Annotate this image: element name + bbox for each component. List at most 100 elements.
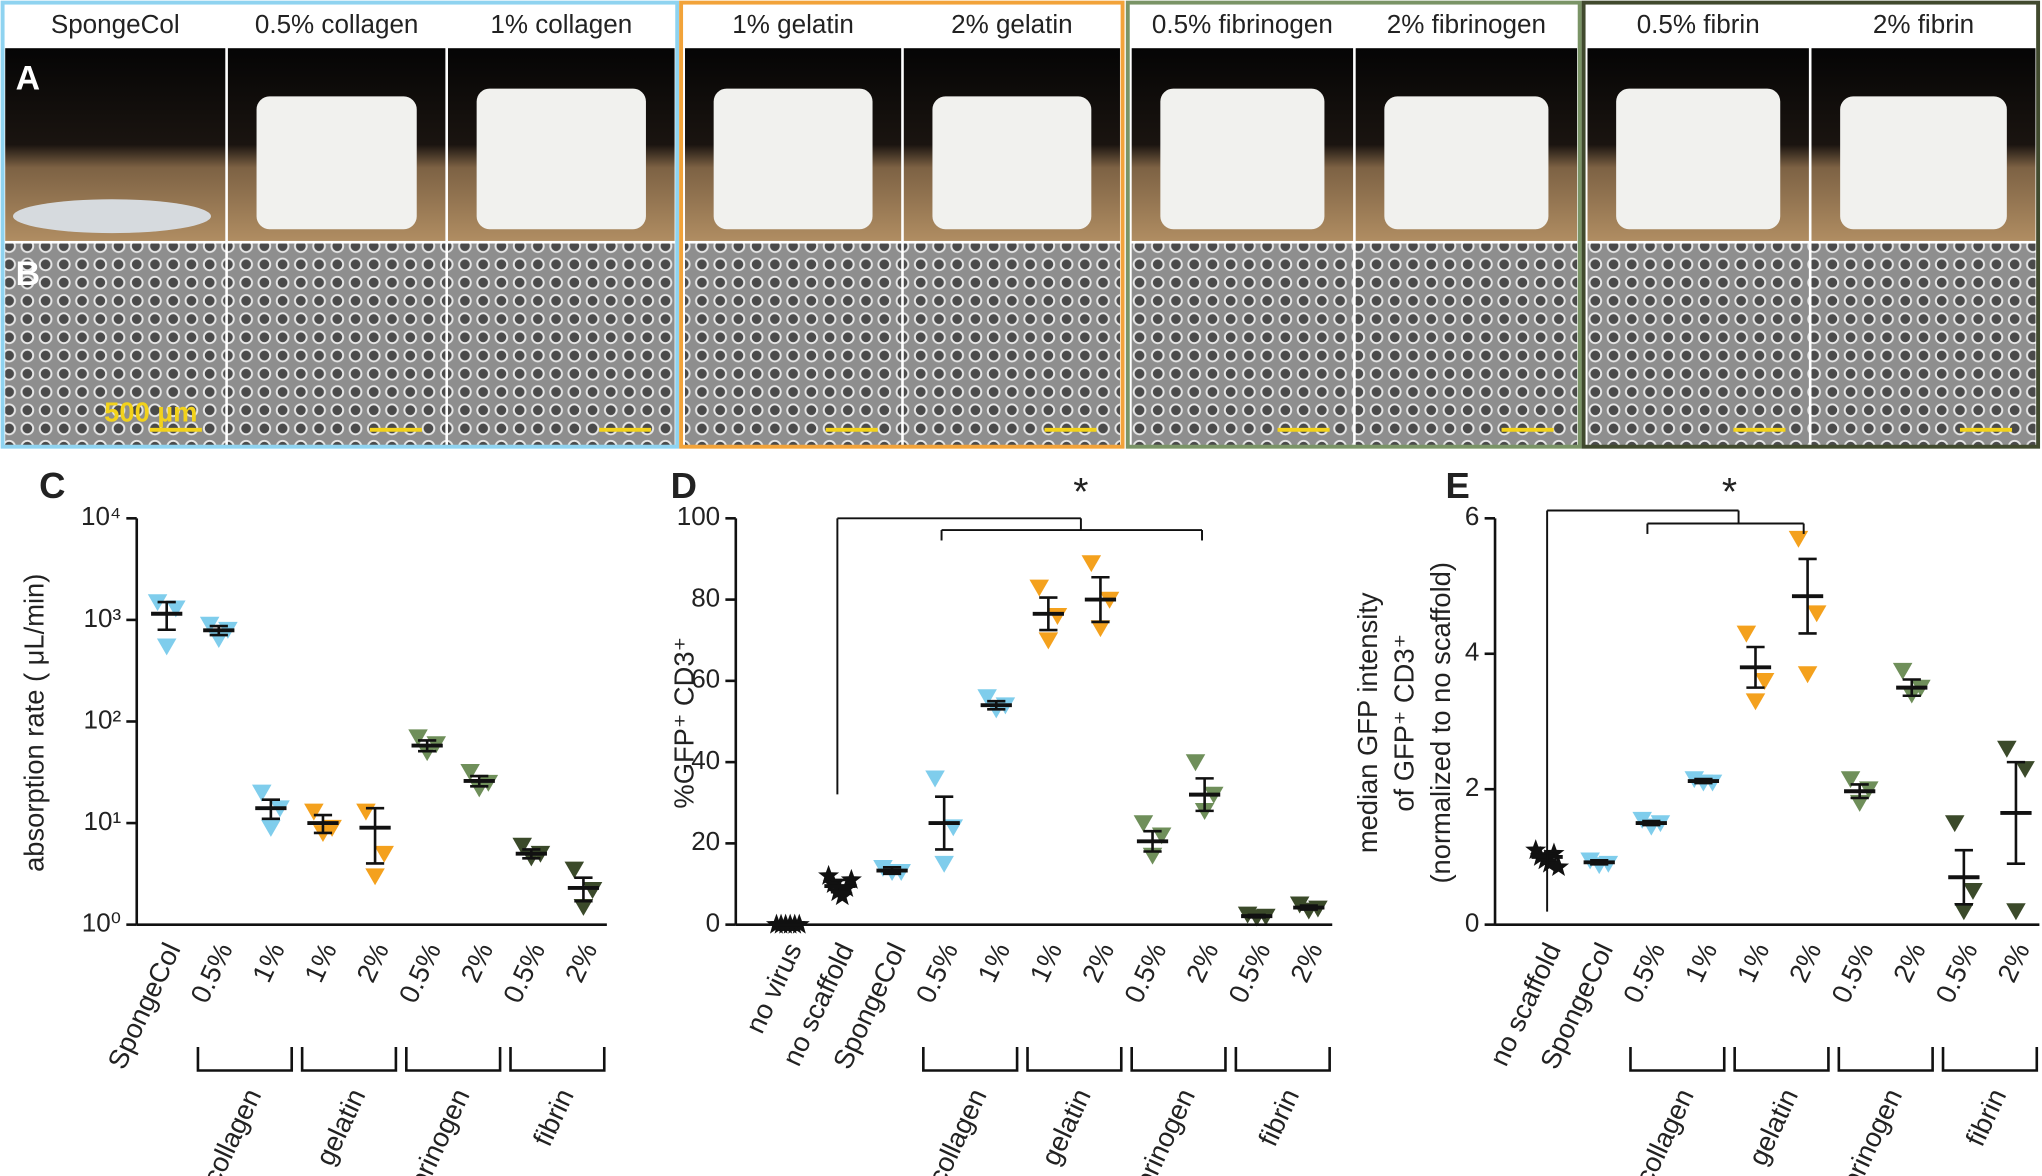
group-frame [1125,0,1582,449]
data-point [1840,771,1861,789]
category-label: 1% [298,938,343,987]
category-label: 0.5% [910,938,964,1008]
group-label: fibrin [527,1084,580,1151]
category-label: 2% [1284,938,1329,987]
data-point [1538,852,1560,873]
group-bracket [509,1047,606,1072]
sample-label: 0.5% collagen [255,9,419,39]
sem-image [685,243,902,446]
data-point [469,780,490,798]
y-axis-label: median GFP intensity [1352,592,1383,853]
category-label: 0.5% [1929,938,1983,1008]
group-label: gelatin [1035,1084,1097,1170]
group-label: fibrin [1959,1084,2012,1151]
sample-label: 1% gelatin [732,9,854,39]
group-bracket [1026,1047,1123,1072]
category-label: 2% [350,938,395,987]
data-point [977,689,997,707]
y-tick-label: 10³ [83,603,121,633]
significance-mark: * [1722,471,1737,514]
scaffold [13,199,211,234]
row-label: B [16,255,40,293]
y-axis-label: (normalized to no scaffold) [1425,562,1456,884]
group-bracket [1941,1047,2039,1072]
category-label: 2% [1075,938,1120,987]
y-tick-label: 80 [691,582,720,612]
y-tick-label: 100 [677,501,720,531]
scale-bar-label: 500 µm [104,396,197,427]
data-point [408,729,428,747]
sem-image [447,243,675,446]
data-point [1525,839,1547,860]
scaffold [476,88,646,230]
group-frame [0,0,680,449]
data-point [1788,530,1809,548]
y-tick-label: 10⁰ [82,908,121,938]
data-point [1997,740,2017,758]
data-point [1081,555,1102,573]
y-tick-label: 40 [691,745,720,775]
data-point [1806,605,1827,623]
data-point [261,819,281,837]
panel-letter: C [39,465,65,506]
group-label: fibrin [1252,1084,1305,1151]
group-frame [679,0,1125,449]
category-label: 1% [1731,938,1776,987]
data-point [925,770,945,788]
y-tick-label: 10⁴ [81,501,121,531]
category-label: 1% [1023,938,1068,987]
data-point [1289,896,1310,914]
group-bracket [1837,1047,1934,1072]
data-point [822,872,844,893]
sample-label: 2% fibrinogen [1387,9,1546,39]
y-tick-label: 60 [691,664,720,694]
panel-letter: E [1446,465,1470,506]
data-point [2006,903,2026,921]
scaffold [1384,96,1549,230]
sem-image [1587,243,1809,446]
data-point [1736,625,1757,643]
data-point [356,803,376,821]
y-tick-label: 10² [83,704,121,734]
data-point [460,763,480,781]
data-point [1029,579,1049,597]
group-label: collagen [1629,1084,1700,1176]
category-label: SpongeCol [101,938,186,1074]
sem-image [1355,243,1578,446]
y-tick-label: 10¹ [83,806,121,836]
y-tick-label: 0 [1465,908,1479,938]
data-point [1090,620,1111,638]
y-tick-label: 6 [1465,501,1479,531]
data-point [365,868,385,886]
category-label: 2% [1783,938,1828,987]
sample-label: SpongeCol [51,9,180,39]
category-label: 1% [971,938,1016,987]
category-label: 1% [1678,938,1723,987]
sample-label: 1% collagen [490,9,632,39]
data-point [251,784,272,802]
data-point [1745,693,1766,711]
sample-label: 2% fibrin [1873,9,1974,39]
category-label: 0.5% [184,938,238,1008]
group-bracket [1629,1047,1726,1072]
data-point [512,837,532,855]
data-point [1754,673,1775,690]
sem-image [1131,243,1354,446]
data-point [840,868,862,889]
group-bracket [196,1047,294,1072]
sem-image [5,243,226,446]
sample-label: 0.5% fibrinogen [1152,9,1333,39]
y-tick-label: 0 [706,908,720,938]
sem-image [1811,243,2036,446]
category-label: 2% [454,938,499,987]
scaffold [256,96,417,230]
data-point [1133,815,1154,833]
category-label: 2% [558,938,603,987]
group-bracket [300,1047,398,1072]
data-point [1892,662,1913,680]
scaffold [1160,88,1325,230]
group-label: fibrinogen [1122,1084,1201,1176]
y-tick-label: 2 [1465,772,1479,802]
category-label: 2% [1180,938,1225,987]
